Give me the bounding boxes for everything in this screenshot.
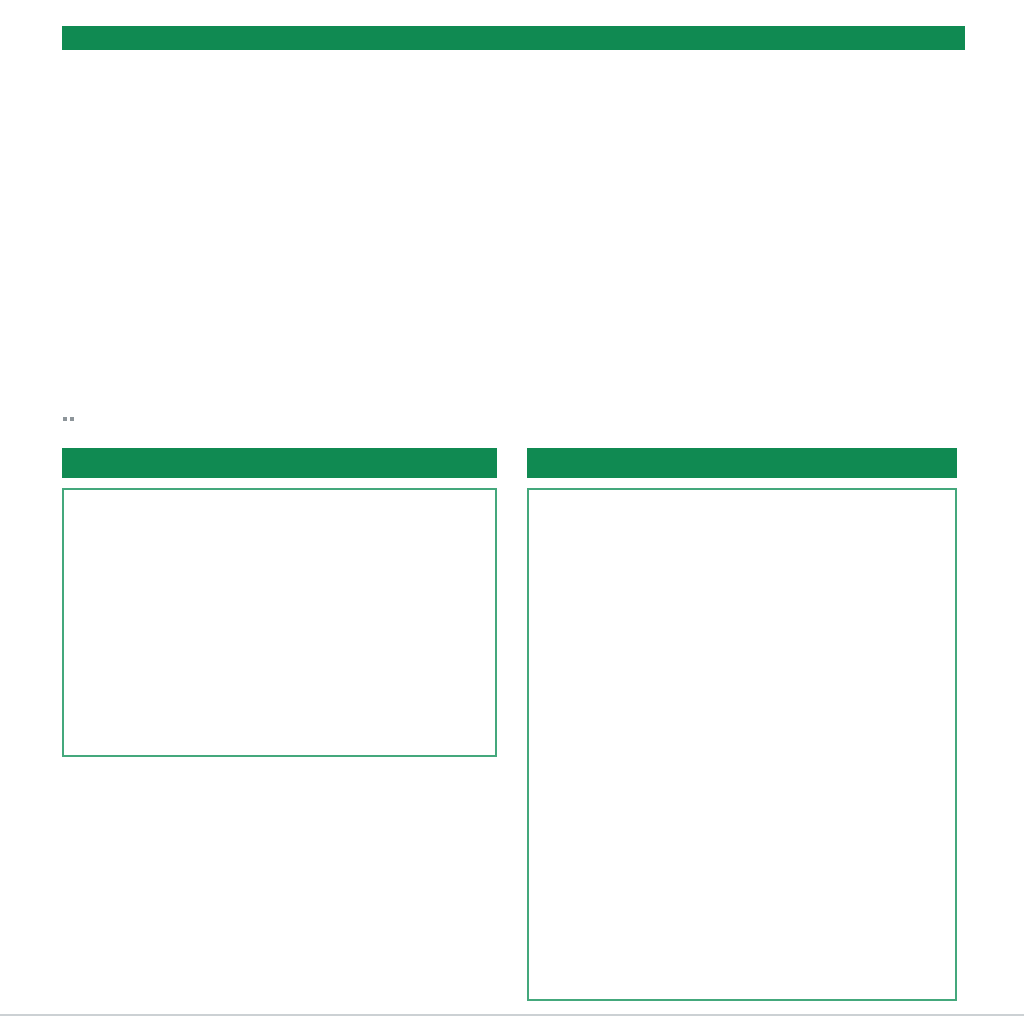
page-divider bbox=[0, 1014, 1024, 1016]
section-header-specs bbox=[62, 26, 965, 50]
footnote-marks bbox=[63, 408, 77, 426]
time-current-chart-svg bbox=[529, 490, 955, 999]
time-current-chart bbox=[527, 488, 957, 1001]
section-header-temp-curve bbox=[62, 448, 497, 478]
temp-rerating-chart bbox=[62, 488, 497, 757]
temp-rerating-chart-svg bbox=[64, 490, 495, 755]
section-header-time-current bbox=[527, 448, 957, 478]
